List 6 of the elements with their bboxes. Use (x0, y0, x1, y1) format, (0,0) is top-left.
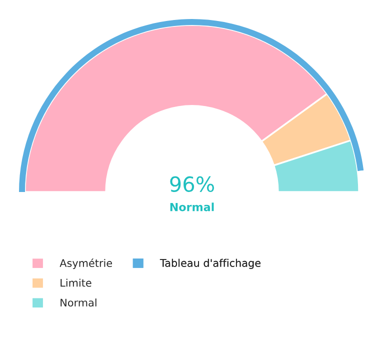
legend-label: Tableau d'affichage (160, 258, 260, 269)
legend-label: Asymétrie (60, 258, 112, 270)
text: Normal (170, 202, 214, 212)
legend-label: Normal (60, 298, 96, 307)
text: 96% (170, 176, 214, 192)
legend-label: Limite (60, 278, 92, 287)
